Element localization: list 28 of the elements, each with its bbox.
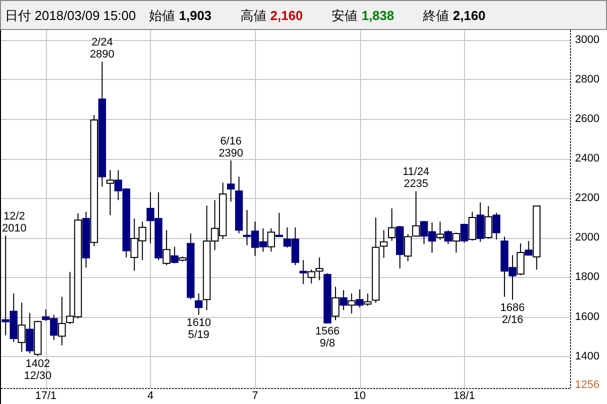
xtick: 7	[252, 390, 258, 402]
ytick: 2000	[575, 232, 600, 244]
header-value: 安値 1,838	[332, 8, 394, 23]
ytick: 1800	[575, 271, 600, 284]
ytick: 1600	[575, 310, 600, 323]
annotation: 1686 2/16	[500, 302, 525, 326]
ytick: 2800	[575, 73, 600, 86]
xtick: 18/1	[454, 390, 475, 402]
ytick: 1400	[575, 350, 600, 362]
header-value: 始値 1,903	[149, 8, 212, 23]
annotation: 12/2 2010	[2, 210, 26, 235]
xtick: 10	[354, 390, 366, 402]
ytick: 3000	[575, 34, 600, 46]
header-value: 高値 2,160	[240, 8, 303, 23]
annotation: 6/16 2390	[218, 136, 244, 160]
annotation: 1402 12/30	[24, 358, 52, 382]
annotation: 2/24 2890	[90, 36, 114, 61]
ytick: 2600	[575, 113, 600, 125]
ytick: 1256	[575, 378, 600, 391]
header-value: 終値 2,160	[422, 8, 486, 23]
ytick: 2400	[575, 152, 600, 165]
annotation: 11/24 2235	[402, 166, 430, 190]
annotation: 1610 5/19	[186, 316, 211, 341]
xtick: 4	[147, 390, 154, 402]
title: 日付 2018/03/09 15:00	[5, 8, 136, 23]
ytick: 2200	[575, 192, 600, 204]
annotation: 1566 9/8	[315, 326, 340, 350]
xtick: 17/1	[35, 390, 57, 402]
